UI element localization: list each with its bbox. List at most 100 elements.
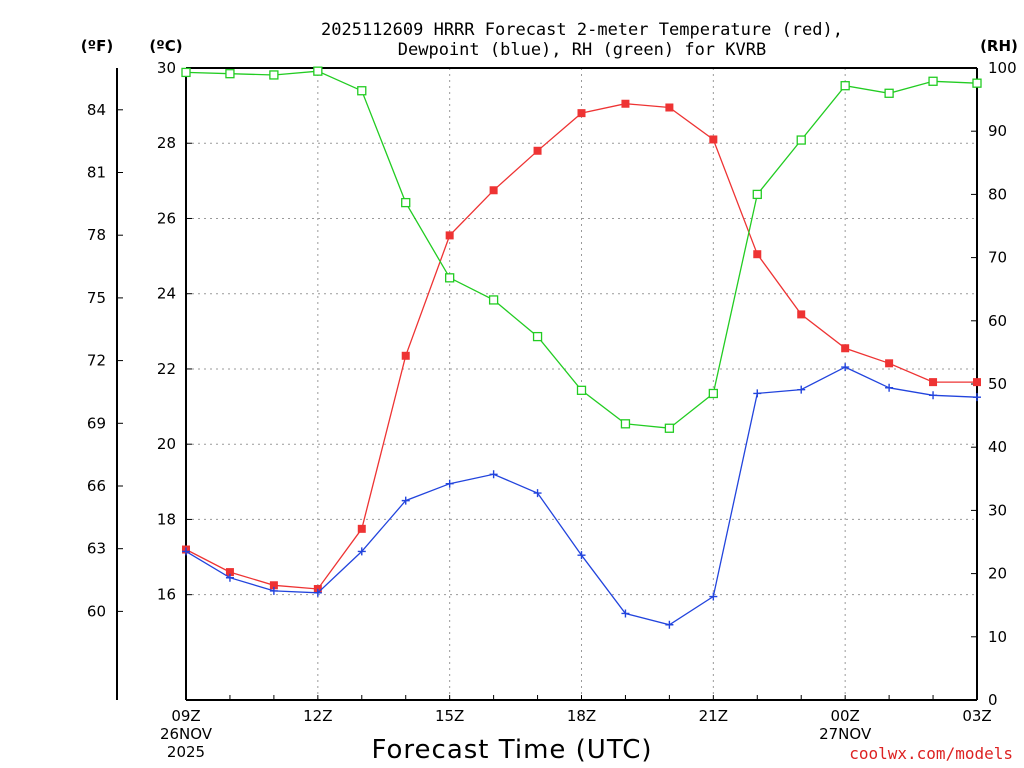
rh-point bbox=[620, 419, 631, 429]
chart-title-line-2: Dewpoint (blue), RH (green) for KVRB bbox=[398, 40, 766, 60]
fahrenheit-tick-label: 78 bbox=[87, 226, 106, 244]
dewpoint-point bbox=[445, 479, 454, 488]
axes: 16 18 20 22 24 26 28 30 60 63 66 69 72 75 78 81 84 0 10 20 3… bbox=[87, 59, 1017, 709]
x-tick-label: 15Z bbox=[435, 707, 464, 725]
rh-point bbox=[532, 331, 543, 342]
fahrenheit-tick-label: 81 bbox=[87, 163, 106, 181]
rh-tick-label: 100 bbox=[988, 59, 1017, 77]
rh-tick-label: 40 bbox=[988, 438, 1007, 456]
temperature-point bbox=[357, 524, 366, 533]
rh-point bbox=[445, 273, 455, 283]
rh-point bbox=[972, 78, 982, 88]
rh-tick-label: 10 bbox=[988, 628, 1007, 646]
rh-tick-label: 20 bbox=[988, 565, 1007, 583]
fahrenheit-tick-label: 60 bbox=[87, 602, 106, 620]
fahrenheit-tick-label: 66 bbox=[87, 477, 106, 495]
rh-point bbox=[928, 76, 938, 86]
rh-point bbox=[488, 295, 499, 305]
temperature-point bbox=[885, 359, 894, 368]
fahrenheit-tick-label: 75 bbox=[87, 289, 106, 307]
x-tick-label: 18Z bbox=[567, 707, 596, 725]
dewpoint-point bbox=[357, 547, 366, 556]
rh-tick-label: 30 bbox=[988, 501, 1007, 519]
temperature-point bbox=[841, 344, 850, 353]
fahrenheit-axis-label: (ºF) bbox=[81, 37, 113, 55]
temperature-point bbox=[445, 231, 454, 240]
celsius-tick-label: 24 bbox=[157, 285, 176, 303]
x-tick-label: 21Z bbox=[699, 707, 728, 725]
temperature-point bbox=[753, 250, 762, 259]
temperature-point bbox=[929, 378, 938, 387]
fahrenheit-tick-label: 72 bbox=[87, 352, 106, 370]
temperature-point bbox=[269, 581, 278, 590]
rh-point bbox=[357, 86, 367, 96]
temperature-point bbox=[709, 135, 718, 144]
rh-tick-label: 50 bbox=[988, 375, 1007, 393]
dewpoint-point bbox=[225, 573, 234, 582]
temperature-point bbox=[797, 310, 806, 319]
dewpoint-point bbox=[973, 393, 981, 402]
dewpoint-point bbox=[577, 551, 586, 560]
rh-tick-label: 0 bbox=[988, 691, 998, 709]
temperature-point bbox=[621, 99, 630, 108]
x-tick-label: 2025 bbox=[167, 743, 205, 761]
dewpoint-point bbox=[269, 586, 278, 595]
rh-point bbox=[313, 66, 323, 76]
rh-point bbox=[796, 135, 806, 145]
chart-title-line-1: 2025112609 HRRR Forecast 2-meter Tempera… bbox=[321, 20, 843, 40]
fahrenheit-tick-label: 84 bbox=[87, 101, 106, 119]
dewpoint-point bbox=[313, 588, 322, 597]
dewpoint-point bbox=[885, 383, 894, 392]
credit-link[interactable]: coolwx.com/models bbox=[849, 744, 1013, 763]
dewpoint-point bbox=[709, 592, 718, 601]
temperature-point bbox=[225, 568, 234, 577]
rh-tick-label: 70 bbox=[988, 249, 1007, 267]
celsius-tick-label: 16 bbox=[157, 586, 176, 604]
rh-point bbox=[181, 67, 191, 78]
celsius-axis-label: (ºC) bbox=[149, 37, 182, 55]
dewpoint-point bbox=[401, 496, 410, 505]
temperature-point bbox=[401, 351, 410, 360]
rh-point bbox=[576, 385, 587, 395]
rh-point bbox=[840, 81, 850, 91]
dewpoint-point bbox=[929, 391, 938, 400]
celsius-tick-label: 20 bbox=[157, 435, 176, 453]
rh-point bbox=[664, 423, 675, 433]
x-tick-label: 00Z bbox=[830, 707, 859, 725]
celsius-tick-label: 30 bbox=[157, 59, 176, 77]
dewpoint-point bbox=[665, 620, 674, 629]
dewpoint-point bbox=[841, 363, 850, 372]
dewpoint-point bbox=[797, 385, 806, 394]
fahrenheit-tick-label: 69 bbox=[87, 414, 106, 432]
x-tick-label: 27NOV bbox=[819, 725, 872, 743]
temperature-point bbox=[533, 146, 542, 155]
rh-point bbox=[269, 70, 279, 80]
temperature-point bbox=[665, 103, 674, 112]
x-tick-label: 09Z bbox=[171, 707, 200, 725]
rh-point bbox=[401, 197, 411, 208]
x-tick-label: 12Z bbox=[303, 707, 332, 725]
fahrenheit-tick-label: 63 bbox=[87, 540, 106, 558]
x-tick-label: 26NOV bbox=[160, 725, 213, 743]
rh-point bbox=[225, 69, 235, 79]
rh-point bbox=[884, 88, 894, 98]
dewpoint-point bbox=[621, 609, 630, 618]
rh-point bbox=[752, 189, 762, 200]
grid bbox=[186, 68, 977, 700]
series bbox=[181, 66, 982, 629]
celsius-tick-label: 18 bbox=[157, 510, 176, 528]
rh-tick-label: 90 bbox=[988, 122, 1007, 140]
rh-tick-label: 60 bbox=[988, 312, 1007, 330]
dewpoint-point bbox=[182, 547, 190, 556]
x-tick-label: 03Z bbox=[962, 707, 991, 725]
rh-tick-label: 80 bbox=[988, 185, 1007, 203]
celsius-tick-label: 22 bbox=[157, 360, 176, 378]
celsius-tick-label: 28 bbox=[157, 134, 176, 152]
dewpoint-point bbox=[753, 389, 762, 398]
temperature-point bbox=[577, 109, 586, 118]
rh-axis-label: (RH) bbox=[980, 37, 1018, 55]
x-axis-title: Forecast Time (UTC) bbox=[371, 735, 652, 765]
dewpoint-point bbox=[533, 489, 542, 498]
